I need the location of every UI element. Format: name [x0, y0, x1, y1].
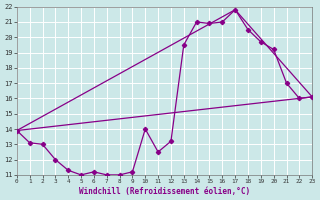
X-axis label: Windchill (Refroidissement éolien,°C): Windchill (Refroidissement éolien,°C)	[79, 187, 250, 196]
